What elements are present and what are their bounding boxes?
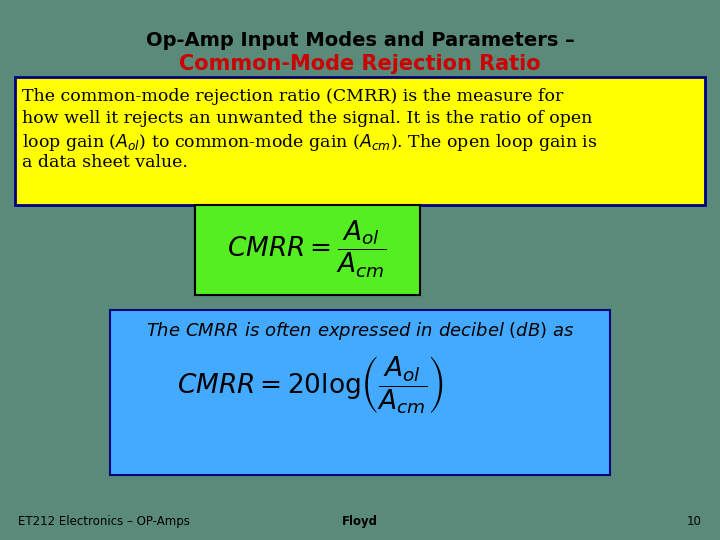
Text: loop gain ($A_{ol}$) to common-mode gain ($A_{cm}$). The open loop gain is: loop gain ($A_{ol}$) to common-mode gain…	[22, 132, 598, 153]
Text: how well it rejects an unwanted the signal. It is the ratio of open: how well it rejects an unwanted the sign…	[22, 110, 593, 127]
Text: ET212 Electronics – OP-Amps: ET212 Electronics – OP-Amps	[18, 515, 190, 528]
Text: $\mathit{The\ CMRR\ is\ often\ expressed\ in\ decibel\ (dB)\ as}$: $\mathit{The\ CMRR\ is\ often\ expressed…	[145, 320, 575, 342]
Text: $\mathit{CMRR} = 20\log\!\left(\dfrac{A_{ol}}{A_{cm}}\right)$: $\mathit{CMRR} = 20\log\!\left(\dfrac{A_…	[176, 354, 444, 416]
Text: 10: 10	[687, 515, 702, 528]
Text: Op-Amp Input Modes and Parameters –: Op-Amp Input Modes and Parameters –	[145, 30, 575, 50]
Text: Floyd: Floyd	[342, 515, 378, 528]
FancyBboxPatch shape	[15, 77, 705, 205]
FancyBboxPatch shape	[110, 310, 610, 475]
Text: a data sheet value.: a data sheet value.	[22, 154, 188, 171]
Text: Common-Mode Rejection Ratio: Common-Mode Rejection Ratio	[179, 54, 541, 74]
Text: The common-mode rejection ratio (CMRR) is the measure for: The common-mode rejection ratio (CMRR) i…	[22, 88, 563, 105]
FancyBboxPatch shape	[195, 205, 420, 295]
Text: $\mathit{CMRR} = \dfrac{A_{ol}}{A_{cm}}$: $\mathit{CMRR} = \dfrac{A_{ol}}{A_{cm}}$	[228, 218, 387, 280]
